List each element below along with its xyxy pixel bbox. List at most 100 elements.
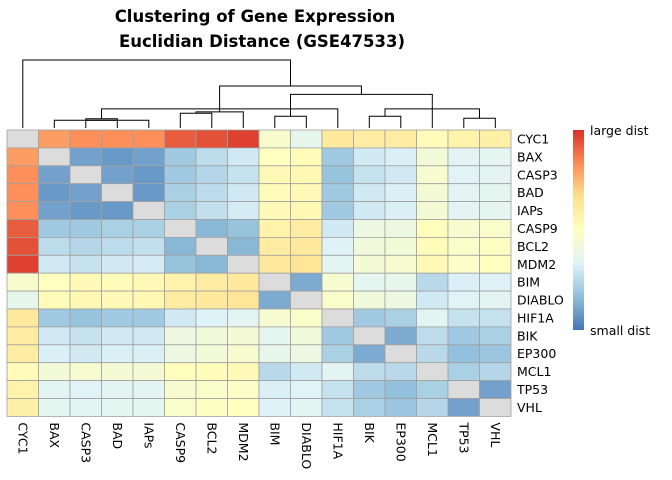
heatmap-cell [447, 362, 480, 382]
heatmap-cell [132, 254, 165, 274]
heatmap-cell [258, 254, 291, 274]
heatmap-cell [227, 147, 260, 167]
row-label: BAD [517, 185, 544, 200]
heatmap-cell [321, 129, 354, 149]
row-label: HIF1A [517, 310, 554, 325]
heatmap-cell [258, 380, 291, 399]
heatmap-cell [132, 129, 165, 149]
heatmap-cell [479, 147, 512, 167]
heatmap-cell [6, 183, 39, 202]
heatmap-cell [38, 362, 71, 382]
heatmap-cell [353, 219, 386, 238]
column-dendrogram [22, 59, 496, 128]
heatmap-cell [416, 272, 449, 292]
heatmap-cell [164, 308, 197, 328]
heatmap-cell [384, 219, 417, 238]
row-label: EP300 [517, 346, 556, 361]
heatmap-cell [227, 290, 260, 310]
heatmap-cell [321, 362, 354, 382]
heatmap-cell [416, 201, 449, 220]
heatmap-cell [195, 308, 228, 328]
heatmap-cell [384, 236, 417, 256]
heatmap-cell [290, 147, 323, 167]
heatmap-cell [416, 398, 449, 417]
heatmap-cell [258, 219, 291, 238]
heatmap-cell [227, 362, 260, 382]
dendrogram-branch [274, 115, 307, 128]
row-label: BIM [517, 275, 540, 290]
heatmap-cell [132, 308, 165, 328]
chart-title-line-1: Clustering of Gene Expression [115, 7, 396, 26]
column-label: TP53 [456, 421, 471, 453]
heatmap-cell [321, 326, 354, 346]
dendrogram-branch [22, 59, 291, 128]
column-label: BAX [47, 422, 62, 448]
heatmap-cell [195, 272, 228, 292]
heatmap-cell [290, 183, 323, 202]
heatmap-cell [101, 254, 134, 274]
heatmap-cell [38, 201, 71, 220]
heatmap-cell [195, 326, 228, 346]
heatmap-cell [195, 129, 228, 149]
heatmap-cell [258, 165, 291, 185]
heatmap-cell [227, 201, 260, 220]
heatmap-cell [258, 129, 291, 149]
heatmap-cell [479, 380, 512, 399]
heatmap-cell [164, 129, 197, 149]
heatmap-cell [227, 236, 260, 256]
heatmap-cell [101, 362, 134, 382]
heatmap-cell [101, 344, 134, 364]
heatmap-cell [290, 165, 323, 185]
heatmap-cell [353, 326, 386, 346]
row-label: CASP9 [517, 221, 558, 236]
heatmap-cell [479, 344, 512, 364]
heatmap-cell [38, 308, 71, 328]
heatmap-cell [416, 165, 449, 185]
heatmap-cell [132, 201, 165, 220]
heatmap-cell [479, 236, 512, 256]
heatmap-cell [447, 201, 480, 220]
heatmap-cell [479, 290, 512, 310]
heatmap-cell [353, 236, 386, 256]
heatmap-cell [479, 254, 512, 274]
heatmap-cell [132, 398, 165, 417]
heatmap-cell [101, 147, 134, 167]
heatmap-cell [290, 219, 323, 238]
heatmap-cell [384, 254, 417, 274]
heatmap-cell [69, 308, 102, 328]
heatmap-cell [321, 165, 354, 185]
column-label: BIK [362, 422, 377, 443]
heatmap-cell [479, 272, 512, 292]
heatmap-cell [479, 201, 512, 220]
heatmap-cell [290, 398, 323, 417]
heatmap-cell [38, 272, 71, 292]
heatmap-cell [195, 254, 228, 274]
heatmap-cell [321, 398, 354, 417]
column-label: BAD [110, 422, 125, 449]
heatmap-cell [321, 236, 354, 256]
heatmap-cell [101, 272, 134, 292]
heatmap-cell [416, 362, 449, 382]
heatmap-cell [38, 129, 71, 149]
dendrogram-branch [368, 115, 402, 128]
row-label: IAPs [517, 203, 543, 218]
heatmap-cell [321, 290, 354, 310]
heatmap-cell [101, 236, 134, 256]
heatmap-cell [258, 290, 291, 310]
heatmap-cell [479, 326, 512, 346]
heatmap-cell [38, 219, 71, 238]
heatmap-cell [447, 254, 480, 274]
heatmap-cell [164, 219, 197, 238]
heatmap-cell [6, 344, 39, 364]
heatmap-cell [132, 326, 165, 346]
heatmap-cell [479, 362, 512, 382]
heatmap-cell [38, 398, 71, 417]
heatmap-cell [164, 344, 197, 364]
row-label: BIK [517, 328, 538, 343]
heatmap-cell [447, 398, 480, 417]
heatmap-cell [321, 344, 354, 364]
heatmap-cell [69, 183, 102, 202]
heatmap-cell [101, 219, 134, 238]
heatmap-cell [38, 236, 71, 256]
